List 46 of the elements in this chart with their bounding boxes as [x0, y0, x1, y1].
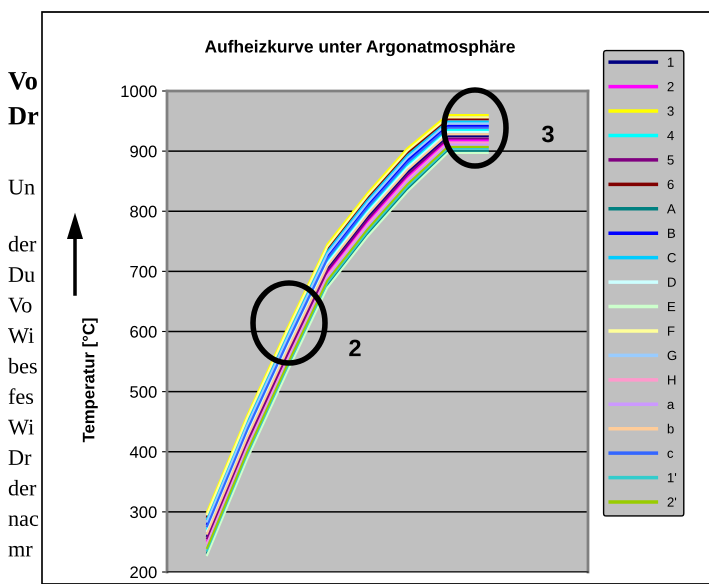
- legend-label: E: [668, 302, 676, 312]
- legend-label: B: [668, 228, 676, 238]
- text: fes: [8, 388, 34, 404]
- y-tick-label: 900: [130, 146, 157, 158]
- text: Wi: [8, 420, 34, 435]
- legend-label: 1: [668, 58, 674, 67]
- y-axis-title: Temperatur [°C]: [82, 318, 98, 442]
- legend-label: C: [668, 253, 676, 262]
- y-tick-label: 300: [130, 506, 157, 518]
- text: Du: [8, 267, 35, 282]
- legend-label: 2: [668, 82, 674, 92]
- text: der: [8, 480, 36, 496]
- legend-label: F: [668, 326, 674, 336]
- text: nac: [8, 515, 38, 526]
- legend-label: a: [667, 402, 674, 410]
- legend-label: 3: [667, 106, 674, 116]
- legend-label: 2': [668, 497, 676, 507]
- text: Dr: [8, 107, 38, 124]
- legend-label: 6: [668, 180, 674, 190]
- text: Vo: [8, 298, 32, 313]
- text: Vo: [8, 72, 37, 90]
- legend-label: b: [668, 424, 674, 434]
- legend-label: 4: [667, 130, 674, 140]
- y-tick-label: 1000: [121, 85, 157, 98]
- legend-label: A: [666, 204, 676, 214]
- legend-label: G: [668, 350, 676, 360]
- text: mr: [8, 546, 32, 556]
- y-tick-label: 800: [130, 206, 157, 218]
- chart-title: Aufheizkurve unter Argonatmosphäre: [204, 40, 515, 56]
- y-tick-label: 500: [130, 386, 157, 398]
- annotation: 2: [349, 340, 361, 356]
- annotation: 3: [542, 126, 554, 142]
- text: der: [8, 236, 36, 252]
- text: Dr: [8, 450, 32, 465]
- text: Wi: [8, 328, 34, 344]
- legend-label: 1': [668, 473, 676, 482]
- legend-label: 5: [667, 155, 674, 165]
- legend-label: c: [667, 450, 674, 458]
- text: bes: [8, 358, 37, 374]
- y-tick-label: 200: [130, 566, 157, 578]
- legend-label: H: [668, 375, 676, 384]
- y-tick-label: 400: [130, 446, 157, 458]
- y-tick-label: 600: [130, 326, 157, 338]
- text: Un: [8, 180, 35, 195]
- y-tick-label: 700: [130, 266, 157, 278]
- legend-label: D: [668, 278, 676, 287]
